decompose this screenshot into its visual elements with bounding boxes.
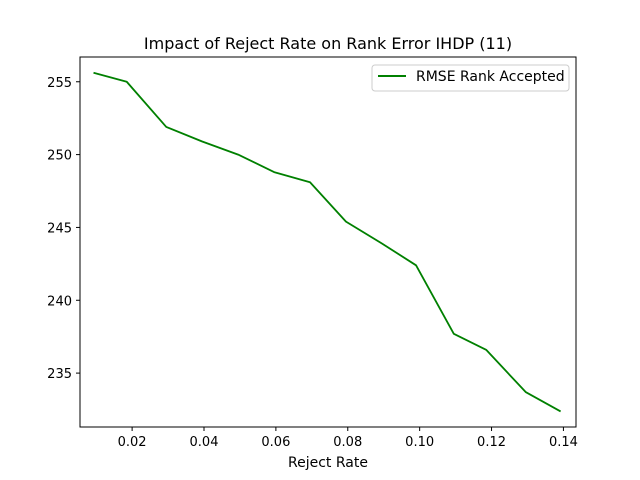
legend-box [371, 64, 570, 92]
x-tick-label: 0.10 [405, 435, 434, 450]
x-tick-label: 0.02 [118, 435, 147, 450]
series-layer [93, 71, 562, 413]
y-tick-label: 245 [47, 221, 72, 236]
y-tick-label: 240 [47, 294, 72, 309]
legend-label: RMSE Rank Accepted [416, 69, 565, 85]
x-axis-label: Reject Rate [288, 455, 368, 471]
x-tick-label: 0.04 [190, 435, 219, 450]
chart-title: Impact of Reject Rate on Rank Error IHDP… [144, 34, 512, 53]
x-tick-label: 0.14 [549, 435, 578, 450]
legend: RMSE Rank Accepted [371, 64, 570, 92]
y-tick-label: 255 [47, 76, 72, 91]
x-tick-label: 0.06 [261, 435, 290, 450]
plot-frame [79, 56, 577, 428]
y-tick-label: 250 [47, 149, 72, 164]
y-axis: 235 240 245 250 255 [47, 76, 80, 382]
y-tick-label: 235 [47, 367, 72, 382]
x-tick-label: 0.08 [333, 435, 362, 450]
x-tick-label: 0.12 [477, 435, 506, 450]
series-line [93, 71, 562, 413]
x-axis: 0.02 0.04 0.06 0.08 0.10 0.12 0.14 [118, 427, 578, 450]
